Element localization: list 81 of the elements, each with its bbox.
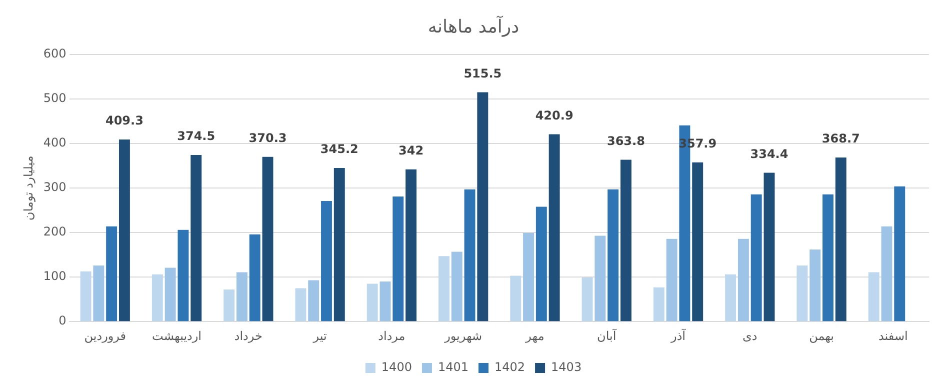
bar (810, 250, 821, 322)
x-tick-label: مرداد (378, 328, 406, 343)
bar (692, 162, 704, 322)
bar (321, 201, 332, 322)
y-tick-label: 600 (43, 46, 66, 61)
y-tick-label: 0 (58, 314, 66, 328)
bar (548, 134, 560, 322)
bar (93, 266, 104, 322)
y-tick-label: 100 (43, 269, 66, 284)
x-tick-label: فروردین (84, 328, 126, 343)
x-tick-label: بهمن (809, 328, 834, 343)
x-tick-label: تیر (312, 328, 327, 343)
bar (725, 274, 736, 322)
bar (510, 276, 522, 322)
data-label: 374.5 (177, 129, 216, 144)
bar (451, 252, 462, 322)
y-tick-label: 500 (43, 91, 66, 106)
bar (80, 271, 92, 322)
bar (178, 230, 189, 322)
bar (764, 172, 775, 322)
x-tick-label: آذر (670, 328, 686, 343)
bar (750, 194, 762, 322)
bar (236, 272, 248, 322)
bar (438, 256, 450, 322)
bar (334, 168, 345, 322)
x-tick-label: اردیبهشت (152, 328, 202, 343)
bar (582, 278, 593, 322)
x-tick-label: دی (742, 328, 758, 343)
legend-label: 1400 (381, 360, 412, 374)
data-label: 342 (398, 144, 424, 158)
data-label: 363.8 (606, 134, 645, 148)
bar (262, 156, 274, 322)
bar (835, 158, 846, 322)
bar (594, 236, 606, 322)
y-tick-label: 200 (43, 224, 66, 239)
data-label: 370.3 (248, 130, 287, 145)
bar (620, 160, 632, 322)
bar (477, 92, 488, 322)
bar (366, 284, 378, 322)
bar (796, 266, 808, 322)
bar (190, 154, 202, 322)
bar (406, 169, 417, 322)
bar (308, 280, 320, 322)
bar (822, 194, 834, 322)
bar (868, 272, 880, 322)
legend-label: 1401 (438, 360, 469, 374)
data-label: 368.7 (822, 132, 860, 146)
bar (224, 290, 235, 322)
bar (523, 233, 534, 322)
data-label: 345.2 (320, 142, 358, 156)
bar (164, 268, 176, 322)
data-label: 334.4 (750, 146, 788, 161)
data-label: 515.5 (464, 66, 502, 80)
bar (464, 189, 476, 322)
bar (666, 238, 678, 322)
x-tick-label: اسفند (878, 328, 908, 343)
y-tick-label: 300 (43, 180, 66, 194)
bar (295, 288, 306, 322)
y-axis-title: میلیارد تومان (21, 156, 36, 220)
bar (392, 196, 404, 322)
data-label: 409.3 (105, 114, 144, 128)
x-tick-label: مهر (524, 328, 544, 343)
y-tick-label: 400 (43, 136, 66, 150)
x-tick-label: خرداد (234, 328, 262, 343)
x-tick-label: آبان (597, 328, 617, 343)
bar (894, 186, 906, 322)
bar (608, 189, 619, 322)
legend-label: 1403 (551, 360, 582, 374)
bar (881, 226, 892, 322)
x-tick-label: شهریور (444, 328, 482, 343)
bar (380, 282, 391, 322)
bar (249, 234, 260, 322)
bar (118, 139, 130, 322)
bar (106, 226, 118, 322)
data-label: 420.9 (535, 108, 574, 122)
chart-title: درآمد ماهانه (428, 15, 520, 38)
bar (536, 206, 547, 322)
bar (738, 238, 749, 322)
bar (653, 287, 664, 322)
legend-label: 1402 (494, 360, 526, 374)
bar (152, 274, 163, 322)
